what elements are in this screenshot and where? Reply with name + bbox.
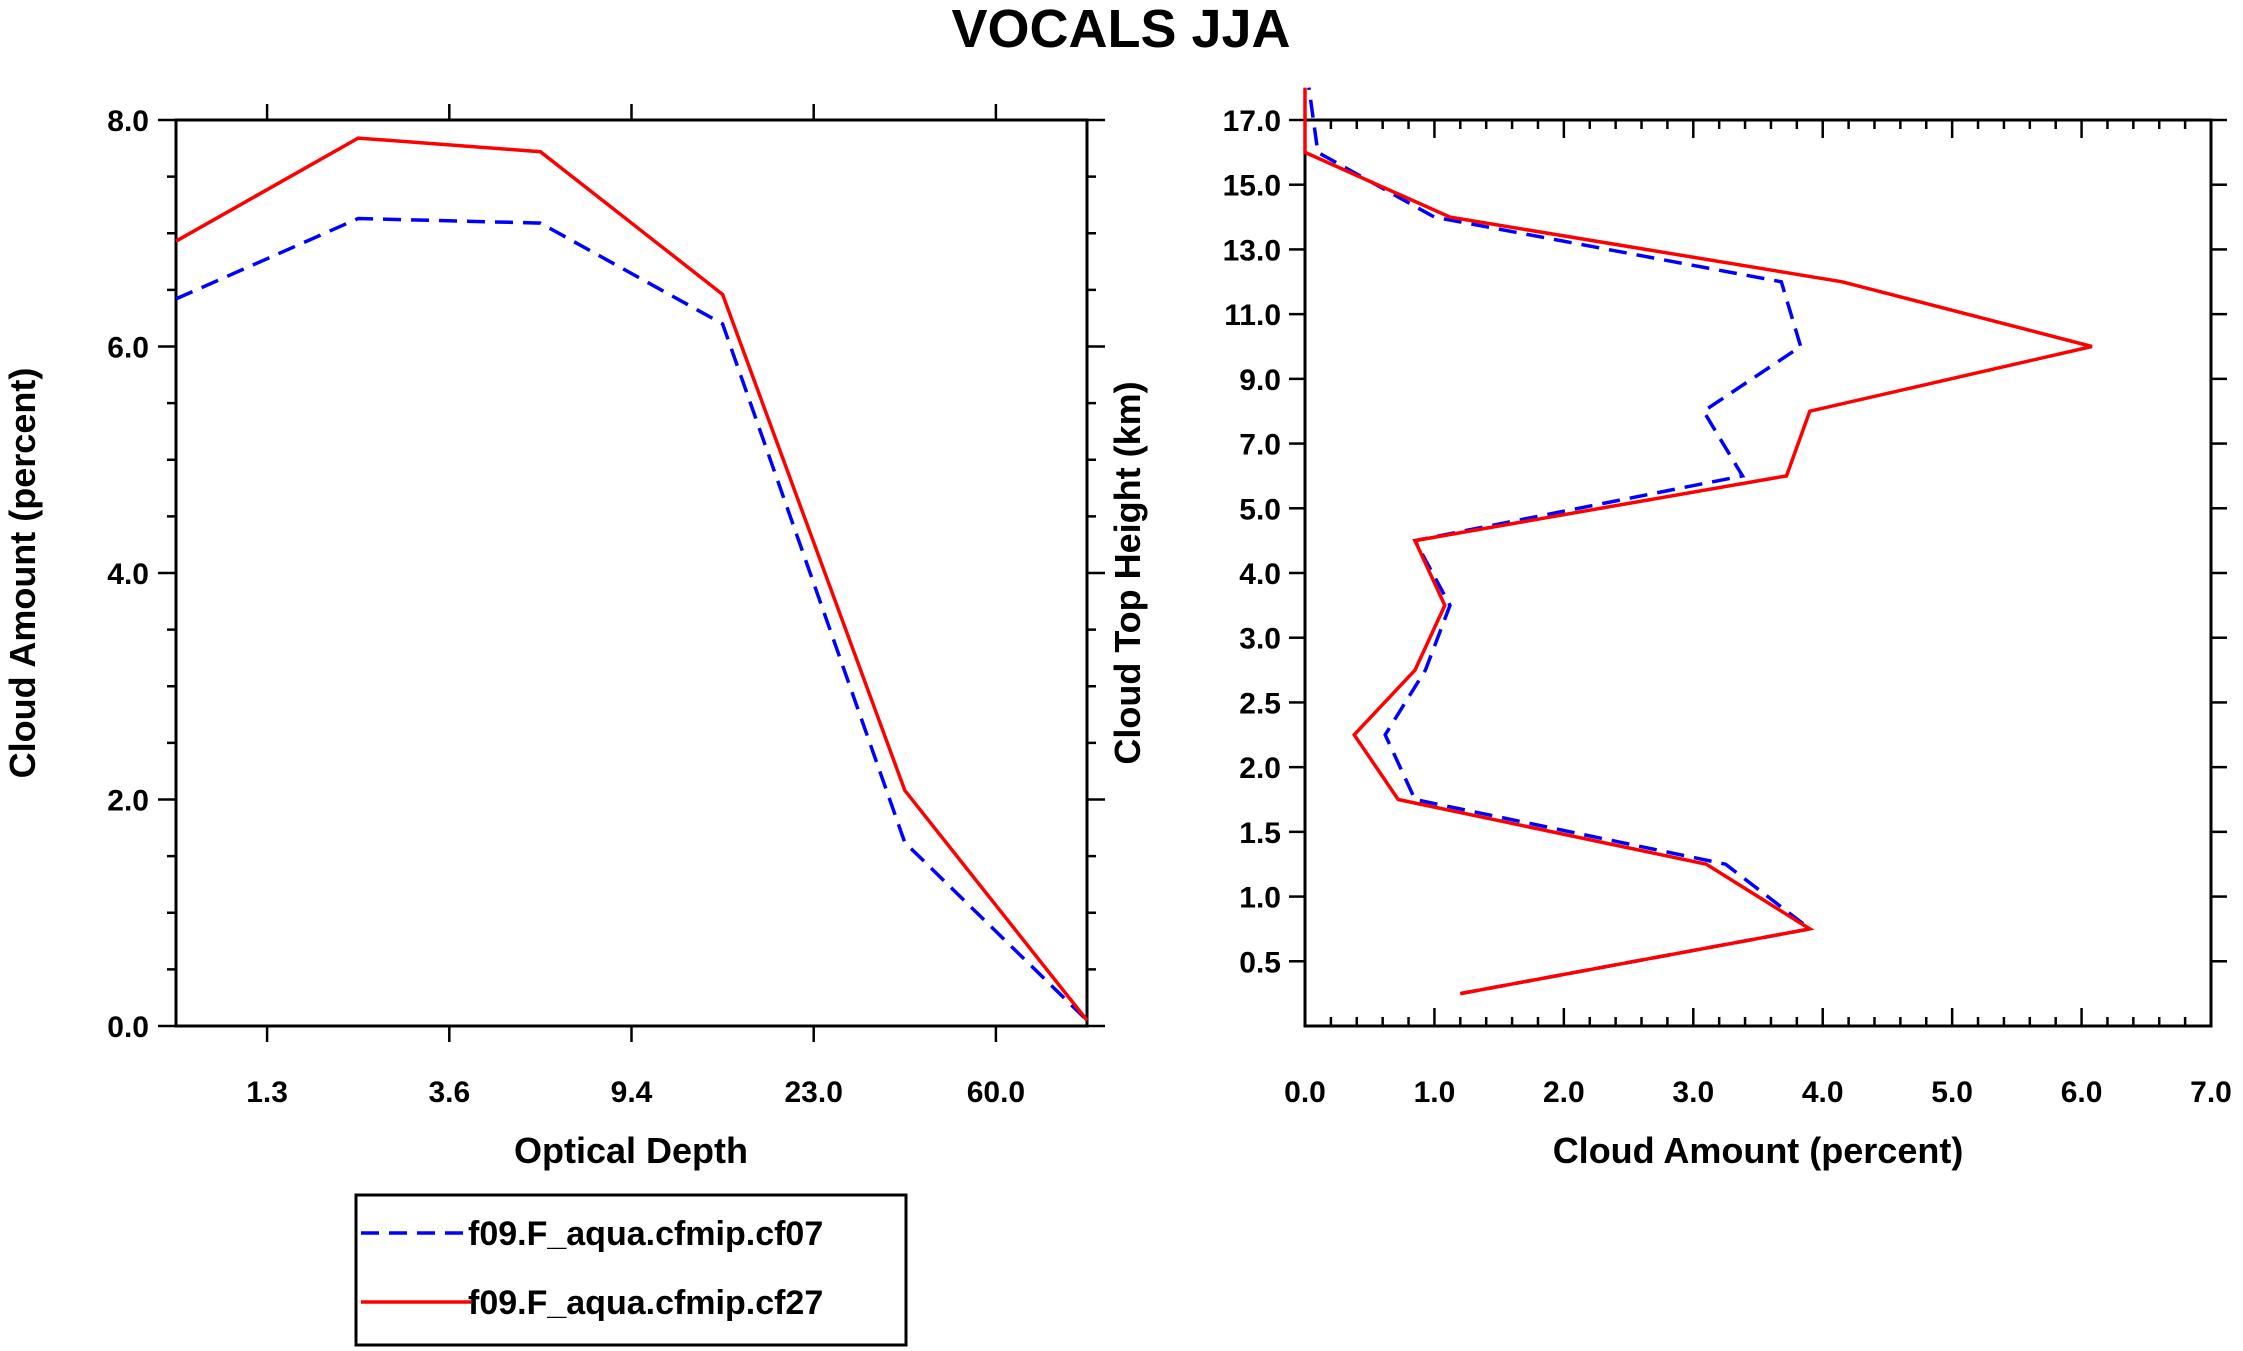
left-chart: 0.0 2.0 4.0 6.0 8.0 1.3 3.6 9.4 23.0 60.0 Optical… xyxy=(2,104,1105,1171)
right-y-tick-label: 7.0 xyxy=(1239,429,1281,462)
right-y-tick-label: 2.5 xyxy=(1239,687,1281,720)
left-y-tick-label: 0.0 xyxy=(107,1011,149,1044)
left-x-axis-title: Optical Depth xyxy=(514,1130,748,1171)
right-series xyxy=(1303,87,2093,996)
legend-label-cf07: f09.F_aqua.cfmip.cf07 xyxy=(468,1215,823,1253)
right-series-line xyxy=(1303,87,2093,996)
right-y-tick-label: 0.5 xyxy=(1239,946,1281,979)
left-x-tick-label: 9.4 xyxy=(611,1076,653,1109)
right-y-tick-label: 1.5 xyxy=(1239,817,1281,850)
right-x-tick-label: 5.0 xyxy=(1931,1076,1973,1109)
right-y-tick-label: 1.0 xyxy=(1239,882,1281,915)
left-ticks: 0.0 2.0 4.0 6.0 8.0 1.3 3.6 9.4 23.0 60.0 xyxy=(107,104,1105,1109)
right-chart: 0.0 1.0 2.0 3.0 4.0 5.0 6.0 7.0 0.5 1.0 1.5 2.0 2.5 3… xyxy=(1107,87,2232,1171)
left-series-line xyxy=(175,216,1089,1022)
right-x-tick-label: 2.0 xyxy=(1543,1076,1585,1109)
right-x-tick-label: 4.0 xyxy=(1802,1076,1844,1109)
right-y-tick-label: 3.0 xyxy=(1239,623,1281,656)
left-y-tick-label: 6.0 xyxy=(107,332,149,365)
left-y-tick-label: 2.0 xyxy=(107,785,149,818)
right-y-tick-label: 9.0 xyxy=(1239,364,1281,397)
right-y-tick-label: 11.0 xyxy=(1224,299,1281,332)
right-y-tick-label: 2.0 xyxy=(1239,752,1281,785)
left-x-tick-label: 3.6 xyxy=(428,1076,470,1109)
right-x-axis-title: Cloud Amount (percent) xyxy=(1553,1130,1964,1171)
right-x-tick-label: 1.0 xyxy=(1414,1076,1456,1109)
left-x-tick-label: 23.0 xyxy=(785,1076,843,1109)
legend: f09.F_aqua.cfmip.cf07 f09.F_aqua.cfmip.c… xyxy=(354,1193,908,1347)
left-y-axis-title: Cloud Amount (percent) xyxy=(2,368,43,779)
right-x-tick-label: 6.0 xyxy=(2061,1076,2103,1109)
left-series-line xyxy=(175,136,1089,1022)
left-series xyxy=(175,136,1089,1022)
right-y-axis-title: Cloud Top Height (km) xyxy=(1107,381,1148,764)
left-x-tick-label: 1.3 xyxy=(246,1076,288,1109)
legend-label-cf27: f09.F_aqua.cfmip.cf27 xyxy=(468,1284,823,1322)
right-y-tick-label: 4.0 xyxy=(1239,558,1281,591)
legend-box xyxy=(354,1193,908,1347)
right-y-tick-label: 13.0 xyxy=(1223,234,1281,267)
right-series-line xyxy=(1307,87,1814,996)
right-ticks: 0.0 1.0 2.0 3.0 4.0 5.0 6.0 7.0 0.5 1.0 1.5 2.0 2.5 3… xyxy=(1223,105,2232,1109)
right-y-tick-label: 15.0 xyxy=(1223,170,1281,203)
right-y-tick-label: 5.0 xyxy=(1239,493,1281,526)
left-y-tick-label: 4.0 xyxy=(107,558,149,591)
right-x-tick-label: 3.0 xyxy=(1672,1076,1714,1109)
right-x-tick-label: 0.0 xyxy=(1284,1076,1326,1109)
right-y-tick-label: 17.0 xyxy=(1223,105,1281,138)
left-x-tick-label: 60.0 xyxy=(967,1076,1025,1109)
right-x-tick-label: 7.0 xyxy=(2190,1076,2232,1109)
left-y-tick-label: 8.0 xyxy=(107,105,149,138)
left-plot-frame xyxy=(174,118,1089,1028)
chart-title: VOCALS JJA xyxy=(951,0,1290,59)
